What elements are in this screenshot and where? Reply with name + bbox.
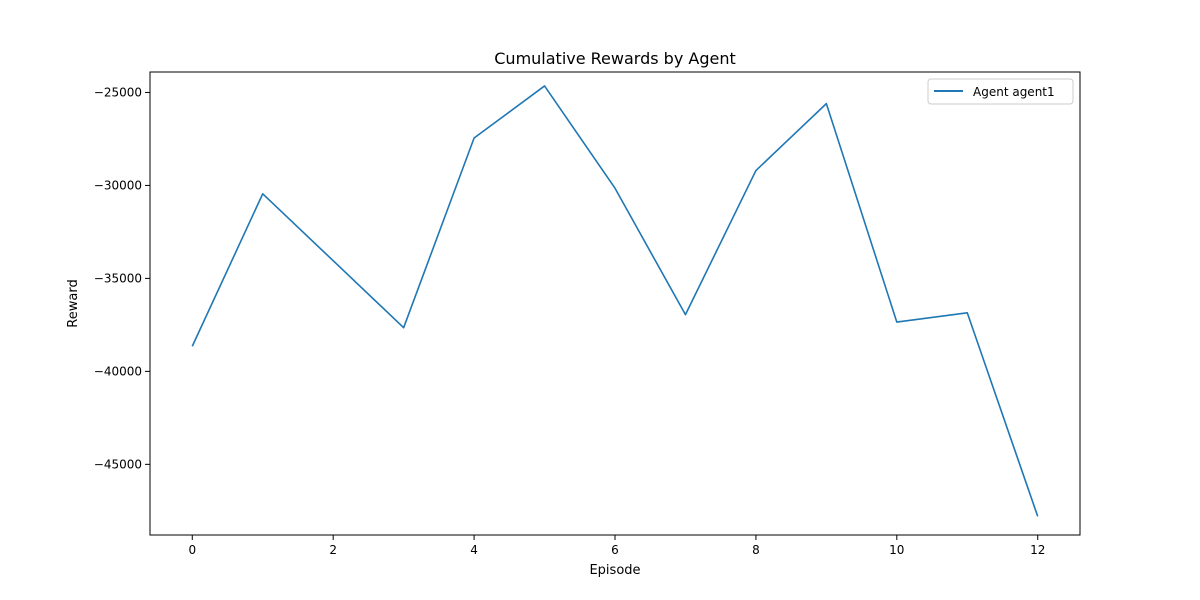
series-line-agent1 <box>191 85 1039 517</box>
legend: Agent agent1 <box>927 78 1074 105</box>
x-tick-label: 12 <box>1030 543 1045 557</box>
y-tick-label: −35000 <box>94 271 142 285</box>
series-layer <box>191 85 1039 517</box>
x-tick-label: 8 <box>752 543 760 557</box>
chart-title: Cumulative Rewards by Agent <box>494 49 735 68</box>
x-tick-label: 4 <box>470 543 478 557</box>
legend-box <box>927 78 1074 105</box>
x-axis-ticks: 0 2 4 6 8 10 12 <box>188 535 1045 557</box>
x-tick-label: 6 <box>611 543 619 557</box>
x-tick-label: 2 <box>329 543 337 557</box>
y-tick-label: −25000 <box>94 85 142 99</box>
y-axis-ticks: −45000 −40000 −35000 −30000 −25000 <box>94 85 150 471</box>
legend-entry-label: Agent agent1 <box>973 85 1055 99</box>
plot-frame <box>149 71 1081 536</box>
x-tick-label: 10 <box>889 543 904 557</box>
y-axis-label: Reward <box>66 279 81 327</box>
y-tick-label: −45000 <box>94 457 142 471</box>
y-tick-label: −30000 <box>94 178 142 192</box>
y-tick-label: −40000 <box>94 364 142 378</box>
x-axis-label: Episode <box>589 563 640 578</box>
x-tick-label: 0 <box>188 543 196 557</box>
